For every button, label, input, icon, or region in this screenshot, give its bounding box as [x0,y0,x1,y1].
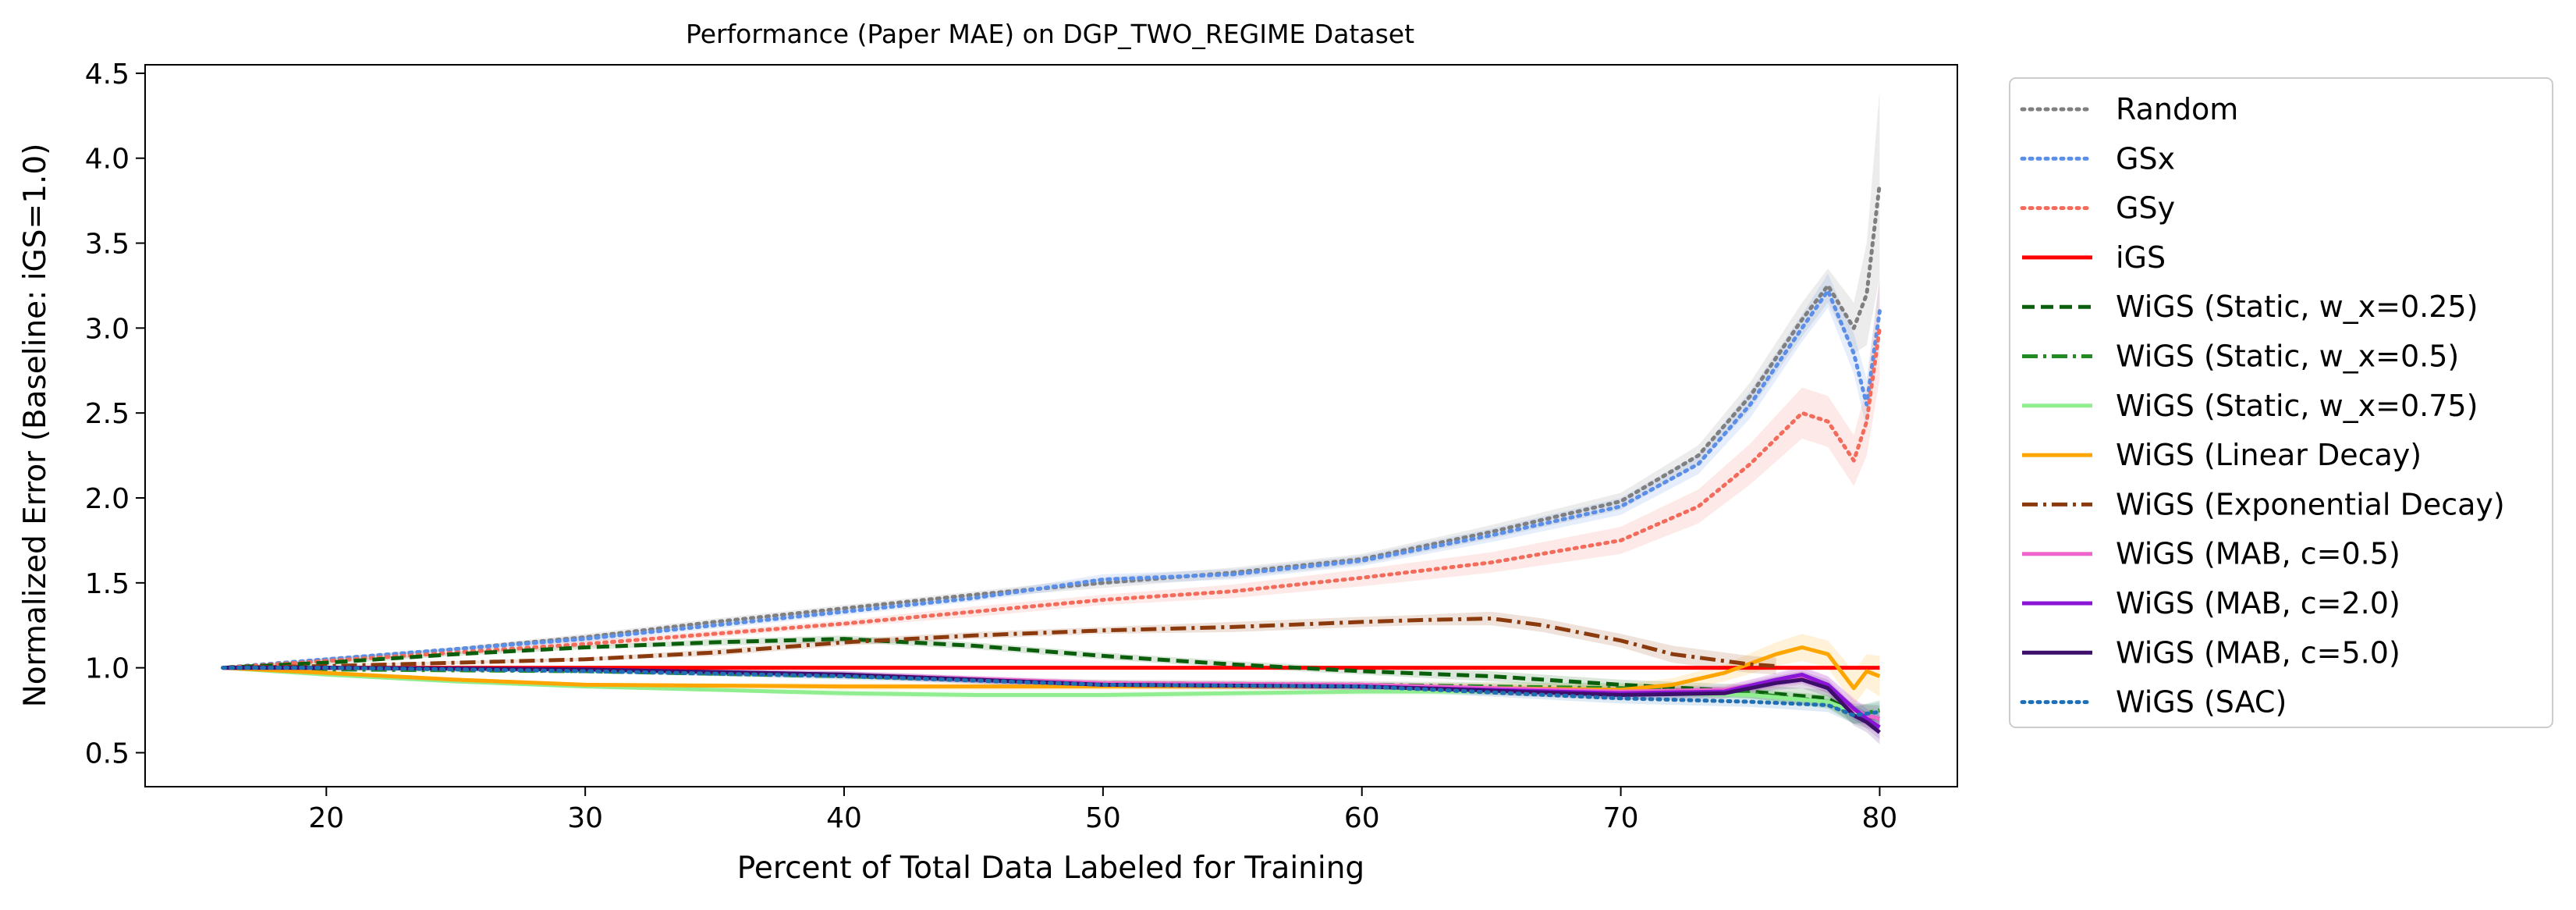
y-tick-label: 1.5 [85,568,130,600]
legend-label: GSx [2116,141,2175,176]
y-tick-label: 4.5 [85,59,130,91]
y-tick-label: 4.0 [85,144,130,176]
legend-label: GSy [2116,191,2175,226]
series-line-wigs-exponential-decay [222,617,1776,670]
legend-label: WiGS (SAC) [2116,685,2287,720]
y-tick-label: 3.5 [85,229,130,261]
legend-label: WiGS (Static, w_x=0.75) [2116,389,2478,423]
series-line-gsy [221,325,1882,670]
y-tick-label: 3.0 [85,313,130,345]
chart-title: Performance (Paper MAE) on DGP_TWO_REGIM… [686,19,1414,49]
series-line-wigs-static-w-x-0-25 [222,637,1880,721]
band-gsy [222,277,1880,668]
legend-label: WiGS (Static, w_x=0.25) [2116,290,2478,324]
band-wigs-static-w-x-0-5 [222,667,1880,724]
x-tick-label: 80 [1862,802,1898,834]
y-tick-label: 2.0 [85,483,130,515]
series-lines [221,181,1882,734]
legend-label: WiGS (Linear Decay) [2116,438,2422,472]
plot-frame [144,64,1958,787]
legend: Random GSx GSy iGS WiGS (Static, w_x=0.25) Wi… [2009,77,2553,728]
band-wigs-mab-c-0-5 [222,666,1880,731]
y-tick-label: 0.5 [85,738,130,770]
legend-label: WiGS (MAB, c=2.0) [2116,586,2400,620]
x-axis-label: Percent of Total Data Labeled for Traini… [737,851,1364,886]
band-gsx [222,273,1880,668]
x-tick-label: 50 [1085,802,1121,834]
y-tick-label: 1.0 [85,653,130,685]
band-wigs-static-w-x-0-25 [222,635,1880,733]
y-axis-label: Normalized Error (Baseline: iGS=1.0) [18,144,53,708]
x-tick-label: 70 [1603,802,1639,834]
legend-label: Random [2116,92,2238,126]
x-axis-ticks: 20 30 40 50 60 70 80 [308,787,1897,834]
legend-label: WiGS (Exponential Decay) [2116,487,2505,521]
band-wigs-static-w-x-0-75 [222,667,1880,729]
legend-label: iGS [2116,240,2166,275]
series-line-wigs-sac [221,666,1882,718]
y-axis-ticks: 0.5 1.0 1.5 2.0 2.5 3.0 3.5 4.0 4.5 [85,59,145,770]
x-tick-label: 20 [308,802,344,834]
legend-label: WiGS (Static, w_x=0.5) [2116,339,2459,374]
x-tick-label: 40 [826,802,862,834]
y-tick-label: 2.5 [85,398,130,430]
x-tick-label: 30 [567,802,603,834]
legend-frame [2009,77,2553,728]
legend-label: WiGS (MAB, c=0.5) [2116,537,2400,571]
x-tick-label: 60 [1344,802,1380,834]
legend-label: WiGS (MAB, c=5.0) [2116,635,2400,670]
